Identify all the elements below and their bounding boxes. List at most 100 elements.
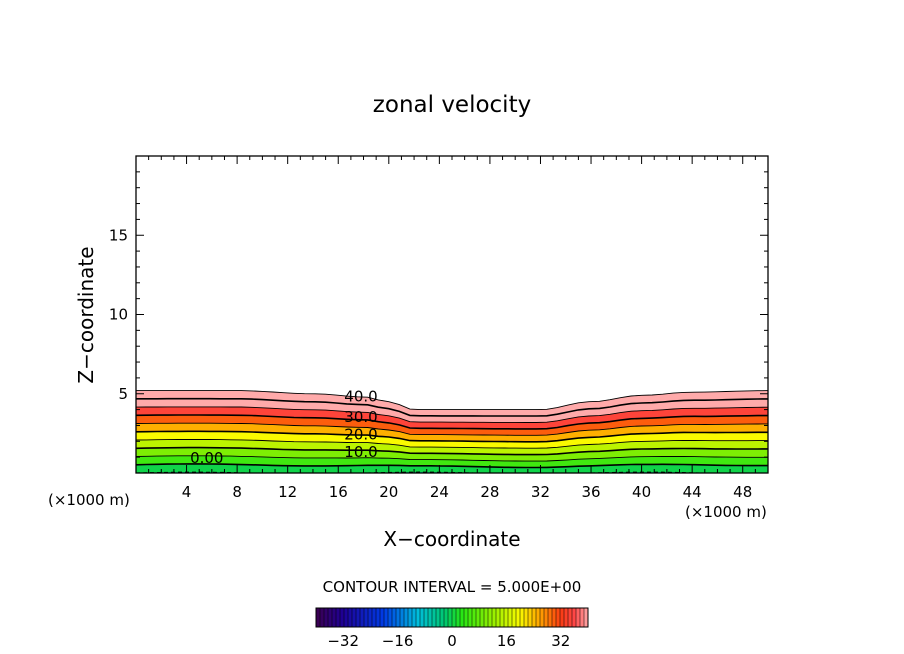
colorbar-swatch — [472, 608, 477, 627]
colorbar-swatch — [452, 608, 457, 627]
colorbar-tick-label: 16 — [497, 632, 516, 650]
contour-label: 20.0 — [344, 425, 377, 443]
colorbar-swatch — [408, 608, 413, 627]
colorbar-swatch — [400, 608, 405, 627]
x-tick-label: 40 — [632, 483, 651, 501]
colorbar-swatch — [372, 608, 377, 627]
colorbar-swatch — [532, 608, 537, 627]
y-tick-label: 15 — [109, 226, 128, 244]
x-tick-label: 24 — [430, 483, 449, 501]
colorbar-tick-label: −32 — [327, 632, 359, 650]
colorbar-swatch — [348, 608, 353, 627]
colorbar-swatch — [476, 608, 481, 627]
colorbar-swatch — [316, 608, 321, 627]
colorbar-swatch — [556, 608, 561, 627]
colorbar-swatch — [572, 608, 577, 627]
colorbar-swatch — [404, 608, 409, 627]
contour-line — [136, 422, 768, 436]
contour-line — [136, 455, 768, 462]
colorbar-swatch — [352, 608, 357, 627]
colorbar — [315, 608, 589, 627]
colorbar-swatch — [376, 608, 381, 627]
colorbar-swatch — [420, 608, 425, 627]
colorbar-swatch — [324, 608, 329, 627]
colorbar-swatch — [484, 608, 489, 627]
colorbar-swatch — [448, 608, 453, 627]
x-tick-label: 20 — [379, 483, 398, 501]
x-axis-label: X−coordinate — [383, 527, 520, 551]
colorbar-swatch — [492, 608, 497, 627]
colorbar-swatch — [364, 608, 369, 627]
colorbar-swatch — [548, 608, 553, 627]
colorbar-swatch — [440, 608, 445, 627]
y-axis-label: Z−coordinate — [74, 246, 98, 383]
colorbar-swatch — [568, 608, 573, 627]
y-tick-label: 5 — [118, 385, 128, 403]
colorbar-swatch — [396, 608, 401, 627]
colorbar-swatch — [456, 608, 461, 627]
colorbar-swatch — [460, 608, 465, 627]
colorbar-swatch — [552, 608, 557, 627]
colorbar-swatch — [512, 608, 517, 627]
colorbar-swatch — [320, 608, 325, 627]
contour-line — [136, 446, 768, 456]
colorbar-swatch — [436, 608, 441, 627]
colorbar-swatch — [444, 608, 449, 627]
colorbar-swatch — [504, 608, 509, 627]
colorbar-swatch — [464, 608, 469, 627]
colorbar-swatch — [528, 608, 533, 627]
contour-label: 10.0 — [344, 443, 377, 461]
contour-interval-text: CONTOUR INTERVAL = 5.000E+00 — [323, 578, 582, 596]
x-tick-label: 8 — [232, 483, 242, 501]
colorbar-swatch — [560, 608, 565, 627]
y-axis-ticks: 5 10 15 — [109, 155, 768, 474]
colorbar-ticks: −32 −16 0 16 32 — [327, 632, 570, 650]
contour-line — [136, 390, 768, 411]
contour-line — [136, 406, 768, 423]
contour-labels: 40.0 30.020.010.0 0.00 — [190, 387, 378, 467]
colorbar-swatch — [580, 608, 585, 627]
x-tick-label: 28 — [480, 483, 499, 501]
colorbar-swatch — [412, 608, 417, 627]
colorbar-tick-label: 32 — [551, 632, 570, 650]
contour-label: 40.0 — [344, 387, 377, 405]
colorbar-swatch — [520, 608, 525, 627]
colorbar-swatch — [328, 608, 333, 627]
x-tick-label: 16 — [329, 483, 348, 501]
contour-label: 0.00 — [190, 449, 223, 467]
colorbar-swatch — [488, 608, 493, 627]
chart-title: zonal velocity — [373, 92, 531, 118]
x-axis-ticks: 4 8 12 16 20 24 28 32 36 40 44 48 — [135, 156, 769, 501]
colorbar-swatch — [432, 608, 437, 627]
colorbar-swatch — [360, 608, 365, 627]
colorbar-swatch — [500, 608, 505, 627]
colorbar-swatch — [332, 608, 337, 627]
colorbar-swatch — [584, 608, 589, 627]
x-tick-label: 44 — [683, 483, 702, 501]
x-tick-label: 12 — [278, 483, 297, 501]
x-tick-label: 48 — [733, 483, 752, 501]
contour-line — [136, 463, 768, 469]
colorbar-swatch — [392, 608, 397, 627]
colorbar-swatch — [516, 608, 521, 627]
colorbar-swatch — [384, 608, 389, 627]
colorbar-swatch — [388, 608, 393, 627]
y-tick-label: 10 — [109, 306, 128, 324]
colorbar-swatch — [540, 608, 545, 627]
colorbar-swatch — [368, 608, 373, 627]
colorbar-frame — [315, 607, 589, 628]
x-tick-label: 4 — [182, 483, 192, 501]
contour-line — [136, 414, 768, 430]
colorbar-tick-label: −16 — [382, 632, 414, 650]
colorbar-swatch — [508, 608, 513, 627]
colorbar-swatch — [564, 608, 569, 627]
colorbar-swatch — [576, 608, 581, 627]
x-unit-left: (×1000 m) — [48, 491, 130, 509]
colorbar-swatch — [468, 608, 473, 627]
colorbar-swatch — [496, 608, 501, 627]
contour-line — [136, 439, 768, 449]
colorbar-swatch — [544, 608, 549, 627]
colorbar-swatch — [356, 608, 361, 627]
colorbar-tick-label: 0 — [447, 632, 457, 650]
